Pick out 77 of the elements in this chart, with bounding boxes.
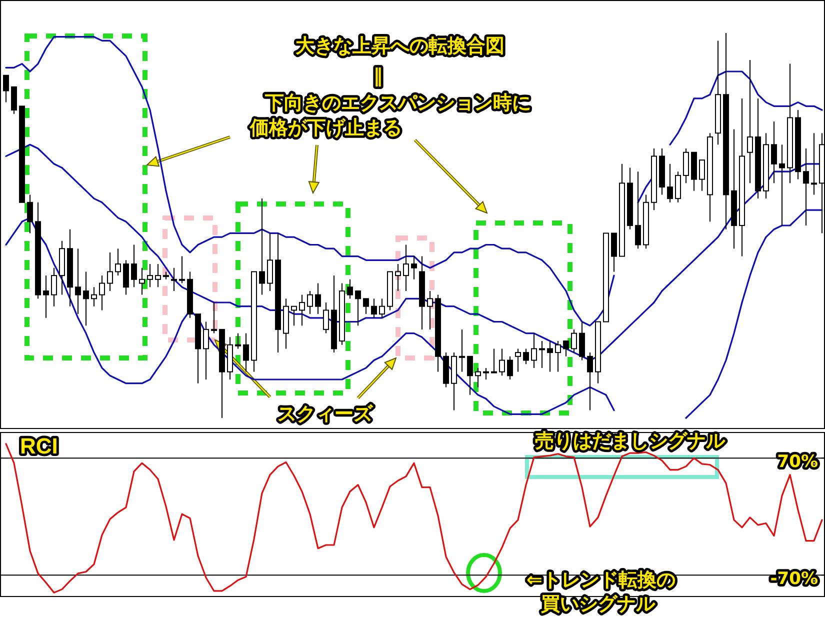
candlestick [507,356,513,380]
candlestick [259,198,265,296]
candlestick [347,278,353,300]
candlestick [811,132,817,196]
candlestick [459,328,465,372]
y-tick-label: -70% [770,569,818,590]
candlestick [27,194,33,234]
candlestick [203,321,209,380]
candlestick [243,332,249,372]
candlestick [123,260,129,296]
candlestick [667,163,673,203]
candlestick [499,348,505,376]
candlestick [11,86,17,114]
candlestick [683,148,689,184]
annotation: 価格が下げ止まる [249,117,402,139]
candlestick [539,340,545,368]
annotation: 売りはだましシグナル [535,430,726,452]
candlestick [131,244,137,288]
candlestick [403,244,409,292]
candlestick [115,248,121,276]
candlestick [587,352,593,411]
candlestick [323,302,329,334]
candlestick [579,321,585,361]
candlestick [395,264,401,292]
candlestick [555,340,561,372]
annotation: ⇐トレンド転換の [526,569,676,591]
annotation: 下向きのエクスパンション時に [264,92,531,114]
annotation: ‖ [373,65,383,87]
candlestick [699,160,705,192]
candlestick [171,267,177,292]
candlestick [747,59,753,184]
candlestick [771,121,777,184]
candlestick [51,267,57,307]
candlestick [235,332,241,350]
candlestick [371,298,377,318]
candlestick [211,302,217,334]
candlestick [315,282,321,315]
candlestick [355,290,361,326]
candlestick [155,264,161,288]
candlestick [147,264,153,288]
candlestick [515,348,521,372]
candlestick [107,252,113,292]
candlestick [779,144,785,226]
candlestick [411,256,417,280]
candlestick [571,328,577,354]
candlestick [307,290,313,315]
candlestick [379,298,385,318]
candlestick [83,271,89,326]
candlestick [267,232,273,292]
candlestick [491,348,497,374]
candlestick [291,306,297,326]
y-tick-label: 70% [777,452,818,472]
candlestick [611,232,617,272]
candlestick [531,332,537,368]
candlestick [179,256,185,284]
candlestick [563,340,569,357]
candlestick [139,267,145,296]
candlestick [43,275,49,318]
candlestick [467,356,473,396]
candlestick [803,148,809,226]
candlestick [635,171,641,250]
candlestick [91,286,97,307]
candlestick [363,298,369,315]
candlestick [547,340,553,372]
candlestick [427,290,433,330]
candlestick [675,171,681,203]
candlestick [3,74,9,103]
candlestick [75,248,81,315]
annotation: スクィーズ [278,403,374,425]
annotation: 大きな上昇への転換合図 [296,35,504,57]
chart-title: RCI [20,434,58,458]
candlestick [483,367,489,380]
candlestick [299,294,305,326]
candlestick [99,275,105,311]
annotation: 買いシグナル [540,593,656,615]
candlestick [475,367,481,388]
candlestick [523,348,529,365]
